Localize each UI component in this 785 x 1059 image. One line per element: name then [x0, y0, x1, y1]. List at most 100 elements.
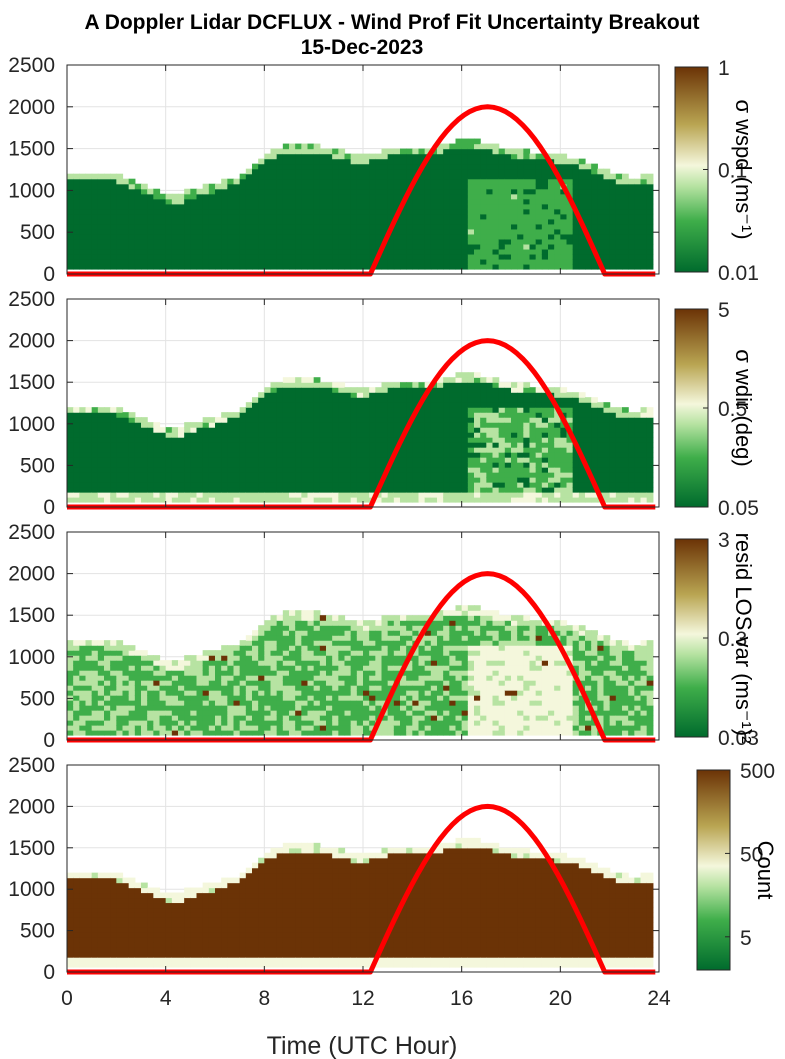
heatmap-cell	[640, 412, 648, 418]
heatmap-cell	[196, 422, 204, 428]
heatmap-cell	[529, 427, 537, 433]
heatmap-cell	[270, 472, 278, 478]
heatmap-cell	[350, 193, 358, 200]
heatmap-cell	[85, 253, 93, 260]
heatmap-cell	[622, 432, 629, 438]
heatmap-cell	[363, 158, 370, 165]
heatmap-cell	[486, 437, 494, 443]
heatmap-cell	[245, 253, 253, 260]
heatmap-cell	[313, 615, 321, 621]
heatmap-cell	[141, 422, 148, 428]
heatmap-cell	[375, 218, 383, 225]
heatmap-cell	[73, 487, 80, 493]
heatmap-cell	[282, 640, 290, 646]
heatmap-cell	[634, 492, 642, 498]
heatmap-cell	[640, 457, 648, 463]
heatmap-cell	[258, 263, 265, 270]
heatmap-cell	[381, 203, 389, 210]
heatmap-cell	[190, 203, 198, 210]
heatmap-cell	[480, 143, 487, 150]
heatmap-cell	[276, 477, 284, 483]
heatmap-cell	[492, 477, 500, 483]
heatmap-cell	[455, 143, 463, 150]
heatmap-cell	[116, 422, 124, 428]
heatmap-cell	[591, 233, 598, 240]
heatmap-cell	[134, 457, 142, 463]
heatmap-cell	[572, 193, 580, 200]
heatmap-cell	[572, 198, 580, 205]
heatmap-cell	[282, 153, 290, 160]
heatmap-cell	[578, 412, 586, 418]
heatmap-cell	[430, 407, 438, 413]
heatmap-cell	[443, 223, 450, 230]
heatmap-cell	[486, 183, 494, 190]
heatmap-cell	[511, 422, 518, 428]
heatmap-cell	[239, 248, 247, 255]
heatmap-cell	[585, 402, 592, 408]
heatmap-cell	[467, 452, 475, 458]
heatmap-cell	[264, 497, 272, 503]
heatmap-cell	[461, 387, 469, 393]
heatmap-cell	[369, 452, 376, 458]
heatmap-cell	[455, 432, 463, 438]
heatmap-cell	[122, 218, 130, 225]
heatmap-cell	[289, 715, 296, 721]
heatmap-cell	[523, 482, 531, 488]
heatmap-cell	[511, 427, 518, 433]
heatmap-cell	[535, 457, 543, 463]
heatmap-cell	[356, 168, 364, 175]
heatmap-cell	[104, 710, 111, 716]
heatmap-cell	[301, 630, 309, 636]
heatmap-cell	[79, 700, 87, 706]
heatmap-cell	[585, 183, 592, 190]
heatmap-cell	[548, 253, 555, 260]
heatmap-cell	[381, 148, 389, 155]
heatmap-cell	[443, 193, 450, 200]
heatmap-cell	[190, 472, 198, 478]
heatmap-cell	[492, 492, 500, 498]
heatmap-cell	[572, 223, 580, 230]
heatmap-cell	[529, 492, 537, 498]
heatmap-cell	[116, 720, 124, 726]
heatmap-cell	[467, 482, 475, 488]
heatmap-cell	[480, 442, 487, 448]
heatmap-cell	[375, 437, 383, 443]
heatmap-cell	[418, 228, 426, 235]
heatmap-cell	[301, 412, 309, 418]
heatmap-cell	[245, 447, 253, 453]
heatmap-cell	[474, 248, 481, 255]
heatmap-cell	[282, 392, 290, 398]
heatmap-cell	[387, 198, 395, 205]
heatmap-cell	[233, 193, 241, 200]
heatmap-cell	[480, 487, 487, 493]
heatmap-cell	[381, 412, 389, 418]
heatmap-cell	[554, 417, 561, 423]
heatmap-cell	[375, 258, 383, 265]
heatmap-cell	[153, 258, 161, 265]
heatmap-cell	[486, 248, 494, 255]
heatmap-cell	[190, 213, 198, 220]
heatmap-cell	[227, 472, 235, 478]
heatmap-cell	[369, 228, 376, 235]
heatmap-cell	[252, 243, 259, 250]
heatmap-cell	[492, 208, 500, 215]
heatmap-cell	[332, 153, 339, 160]
heatmap-cell	[356, 248, 364, 255]
heatmap-cell	[184, 218, 191, 225]
heatmap-cell	[523, 208, 531, 215]
heatmap-cell	[350, 482, 358, 488]
heatmap-cell	[517, 457, 524, 463]
heatmap-cell	[430, 452, 438, 458]
heatmap-cell	[289, 432, 296, 438]
heatmap-cell	[171, 203, 179, 210]
heatmap-cell	[480, 253, 487, 260]
heatmap-cell	[270, 640, 278, 646]
heatmap-cell	[289, 640, 296, 646]
heatmap-cell	[332, 243, 339, 250]
heatmap-cell	[110, 715, 117, 721]
heatmap-cell	[270, 228, 278, 235]
heatmap-cell	[517, 432, 524, 438]
heatmap-cell	[134, 690, 142, 696]
heatmap-cell	[153, 665, 161, 671]
heatmap-cell	[264, 218, 272, 225]
